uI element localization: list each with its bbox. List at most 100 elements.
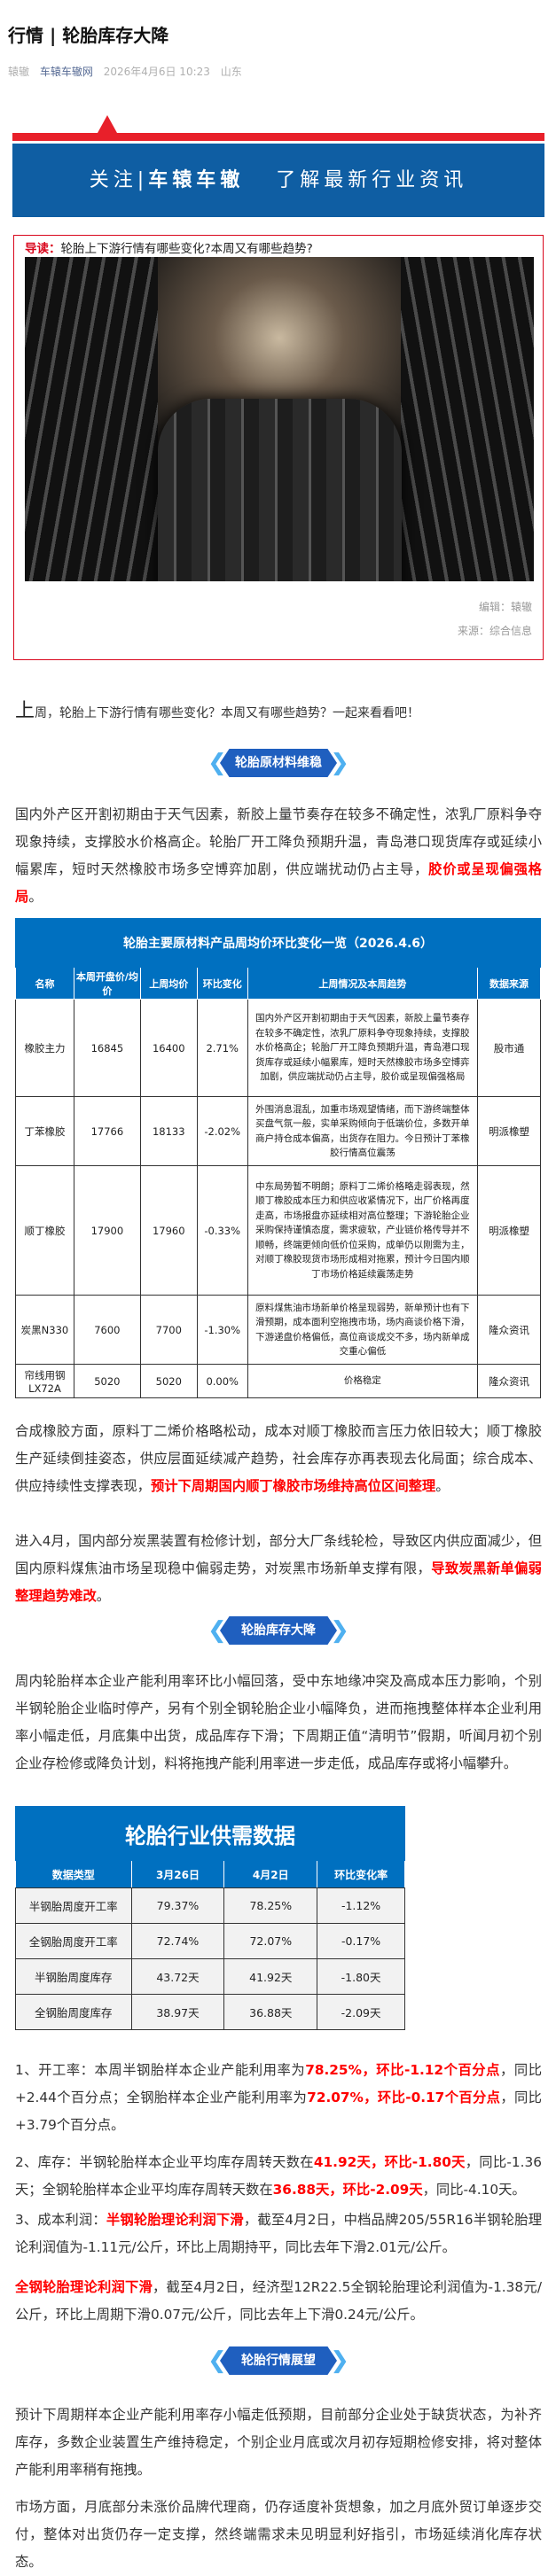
banner-slogan: 了解最新行业资讯 — [276, 169, 468, 191]
table-caption: 轮胎主要原材料产品周均价环比变化一览（2026.4.6） — [15, 918, 541, 968]
table-cell: -1.80天 — [317, 1958, 405, 1995]
table-cell: 5020 — [73, 1364, 141, 1398]
table-cell: -1.30% — [196, 1295, 248, 1365]
article-title: 行情 | 轮胎库存大降 — [8, 25, 169, 46]
table-row: 丁苯橡胶 17766 18133 -2.02% 外围消息混乱，加重市场观望情绪，而下游终… — [15, 1096, 541, 1166]
paragraph-raw-materials: 国内外产区开割初期由于天气因素，新胶上量节奏存在较多不确定性，浓乳厂原料争夺现象… — [15, 806, 542, 905]
tire-tread — [158, 399, 402, 581]
banner-triangle — [98, 115, 117, 133]
table-cell: 隆众资讯 — [477, 1364, 541, 1398]
table-cell: 41.92天 — [223, 1958, 318, 1995]
table-cell: -0.33% — [196, 1165, 248, 1296]
table-cell: -2.09天 — [317, 1994, 405, 2030]
table-cell: 72.74% — [130, 1923, 225, 1959]
section-badge: ❮ 轮胎原材料维稳 ❯ — [208, 749, 349, 777]
paragraph-inventory: 周内轮胎样本企业产能利用率环比小幅回落，受中东地缘冲突及高成本压力影响，个别半钢… — [15, 1673, 542, 1771]
table-cell: 炭黑N330 — [15, 1295, 74, 1365]
table-cell: 国内外产区开割初期由于天气因素，新胶上量节奏存在较多不确定性，浓乳厂原料争夺现象… — [247, 999, 479, 1097]
section-title: 轮胎库存大降 — [220, 1616, 337, 1645]
intro: 上周，轮胎上下游行情有哪些变化？本周又有哪些趋势？一起来看看吧！ — [15, 695, 419, 723]
table-cell: 半钢胎周度库存 — [15, 1958, 132, 1995]
table-row: 半钢胎周度库存 43.72天 41.92天 -1.80天 — [15, 1958, 405, 1995]
table-cell: 丁苯橡胶 — [15, 1096, 74, 1166]
table-cell: 7600 — [73, 1295, 141, 1365]
table-cell: 17900 — [73, 1165, 141, 1296]
paragraph-carbon-black: 进入4月，国内部分炭黑装置有检修计划，部分大厂条线轮检，导致区内供应面减少，但国… — [15, 1533, 542, 1604]
guide-text: 轮胎上下游行情有哪些变化?本周又有哪些趋势? — [60, 242, 313, 256]
table-cell: 2.71% — [196, 999, 248, 1097]
table-cell: 明派橡塑 — [477, 1096, 541, 1166]
table-cell: 隆众资讯 — [477, 1295, 541, 1365]
table-cell: 全钢胎周度开工率 — [15, 1923, 132, 1959]
point-operating-rate: 1、开工率：本周半钢胎样本企业产能利用率为78.25%，环比-1.12个百分点，… — [15, 2062, 542, 2133]
table-cell: 帘线用钢LX72A — [15, 1364, 74, 1398]
table-cell: 78.25% — [223, 1887, 318, 1924]
table-cell: 72.07% — [223, 1923, 318, 1959]
table-cell: 17960 — [139, 1165, 198, 1296]
table-row: 全钢胎周度库存 38.97天 36.88天 -2.09天 — [15, 1994, 405, 2030]
section-title: 轮胎原材料维稳 — [220, 749, 337, 777]
account-link[interactable]: 车辕车辙网 — [39, 66, 93, 78]
column-header: 名称 — [15, 967, 74, 1000]
table-cell: 16400 — [139, 999, 198, 1097]
guide-box: 导读：轮胎上下游行情有哪些变化?本周又有哪些趋势? 编辑：辕辙 来源：综合信息 — [13, 235, 544, 660]
table-cell: 38.97天 — [130, 1994, 225, 2030]
chevron-left-icon: ❮ — [208, 2347, 227, 2374]
intro-text: 周，轮胎上下游行情有哪些变化？本周又有哪些趋势？一起来看看吧！ — [35, 706, 420, 720]
section-badge: ❮ 轮胎行情展望 ❯ — [208, 2346, 349, 2375]
table-cell: 7700 — [139, 1295, 198, 1365]
column-header: 数据来源 — [477, 967, 541, 1000]
paragraph-synthetic-rubber: 合成橡胶方面，原料丁二烯价格略松动，成本对顺丁橡胶而言压力依旧较大；顺丁橡胶生产… — [15, 1423, 542, 1494]
banner-brand: 车辕车辙 — [148, 169, 245, 191]
column-header: 上周均价 — [139, 967, 198, 1000]
point-profit-all-steel: 全钢轮胎理论利润下滑，截至4月2日，经济型12R22.5全钢轮胎理论利润值为-1… — [15, 2279, 542, 2323]
chevron-left-icon: ❮ — [208, 750, 227, 776]
point-inventory: 2、库存：半钢轮胎样本企业平均库存周转天数在41.92天，环比-1.80天，同比… — [15, 2154, 542, 2198]
table-cell: 股市通 — [477, 999, 541, 1097]
table-cell: 价格稳定 — [247, 1364, 479, 1398]
table-cell: 5020 — [139, 1364, 198, 1398]
table-row: 炭黑N330 7600 7700 -1.30% 原料煤焦油市场新单价格呈现弱势，新单预计… — [15, 1295, 541, 1365]
table-row: 顺丁橡胶 17900 17960 -0.33% 中东局势暂不明朗；原料丁二烯价格略走弱表… — [15, 1165, 541, 1296]
table-cell: 全钢胎周度库存 — [15, 1994, 132, 2030]
table-cell: 43.72天 — [130, 1958, 225, 1995]
column-header: 环比变化 — [196, 967, 248, 1000]
column-header: 3月26日 — [130, 1860, 225, 1888]
table-cell: 18133 — [139, 1096, 198, 1166]
author: 辕辙 — [8, 66, 30, 78]
banner-prefix: 关注 — [89, 169, 137, 191]
table-row: 半钢胎周度开工率 79.37% 78.25% -1.12% — [15, 1887, 405, 1924]
chevron-right-icon: ❯ — [330, 750, 349, 776]
banner-red-line — [12, 133, 544, 141]
table-cell: 外围消息混乱，加重市场观望情绪，而下游终端整体买盘气氛一般，实单采购倾向于低端价… — [247, 1096, 479, 1166]
editor: 编辑：辕辙 — [478, 601, 532, 613]
chevron-right-icon: ❯ — [330, 1617, 349, 1644]
table-cell: 橡胶主力 — [15, 999, 74, 1097]
table-cell: 36.88天 — [223, 1994, 318, 2030]
tire-warehouse-photo — [25, 257, 534, 581]
table-cell: 17766 — [73, 1096, 141, 1166]
tire-rack-right — [401, 257, 534, 581]
column-header: 本周开盘价/均价 — [73, 967, 141, 1000]
paragraph-market: 市场方面，月底部分未涨价品牌代理商，仍存适度补货想象，加之月底外贸订单逐步交付，… — [15, 2499, 542, 2570]
table-cell: 明派橡塑 — [477, 1165, 541, 1296]
table-cell: 顺丁橡胶 — [15, 1165, 74, 1296]
table-row: 橡胶主力 16845 16400 2.71% 国内外产区开割初期由于天气因素，新胶上量节… — [15, 999, 541, 1097]
table-cell: 79.37% — [130, 1887, 225, 1924]
table-cell: 中东局势暂不明朗；原料丁二烯价格略走弱表现，然顺丁橡胶成本压力和供应收紧情况下，… — [247, 1165, 479, 1296]
column-header: 环比变化率 — [317, 1860, 405, 1888]
chevron-right-icon: ❯ — [330, 2347, 349, 2374]
chevron-left-icon: ❮ — [208, 1617, 227, 1644]
tire-rack-left — [25, 257, 158, 581]
table-caption: 轮胎行业供需数据 — [15, 1806, 405, 1861]
section-title: 轮胎行情展望 — [220, 2346, 337, 2375]
table-row: 帘线用钢LX72A 5020 5020 0.00% 价格稳定 隆众资讯 — [15, 1364, 541, 1398]
section-badge: ❮ 轮胎库存大降 ❯ — [208, 1616, 349, 1645]
paragraph-outlook: 预计下周期样本企业产能利用率存小幅走低预期，目前部分企业处于缺货状态，为补齐库存… — [15, 2407, 542, 2478]
table-cell: -0.17% — [317, 1923, 405, 1959]
source: 来源：综合信息 — [457, 625, 532, 637]
supply-demand-table: 轮胎行业供需数据 数据类型 3月26日 4月2日 环比变化率 半钢胎周度开工率 79.3… — [15, 1806, 405, 2030]
follow-banner: 关注|车辕车辙 了解最新行业资讯 — [12, 144, 544, 217]
table-row: 全钢胎周度开工率 72.74% 72.07% -0.17% — [15, 1923, 405, 1959]
intro-dropcap: 上 — [15, 700, 35, 722]
